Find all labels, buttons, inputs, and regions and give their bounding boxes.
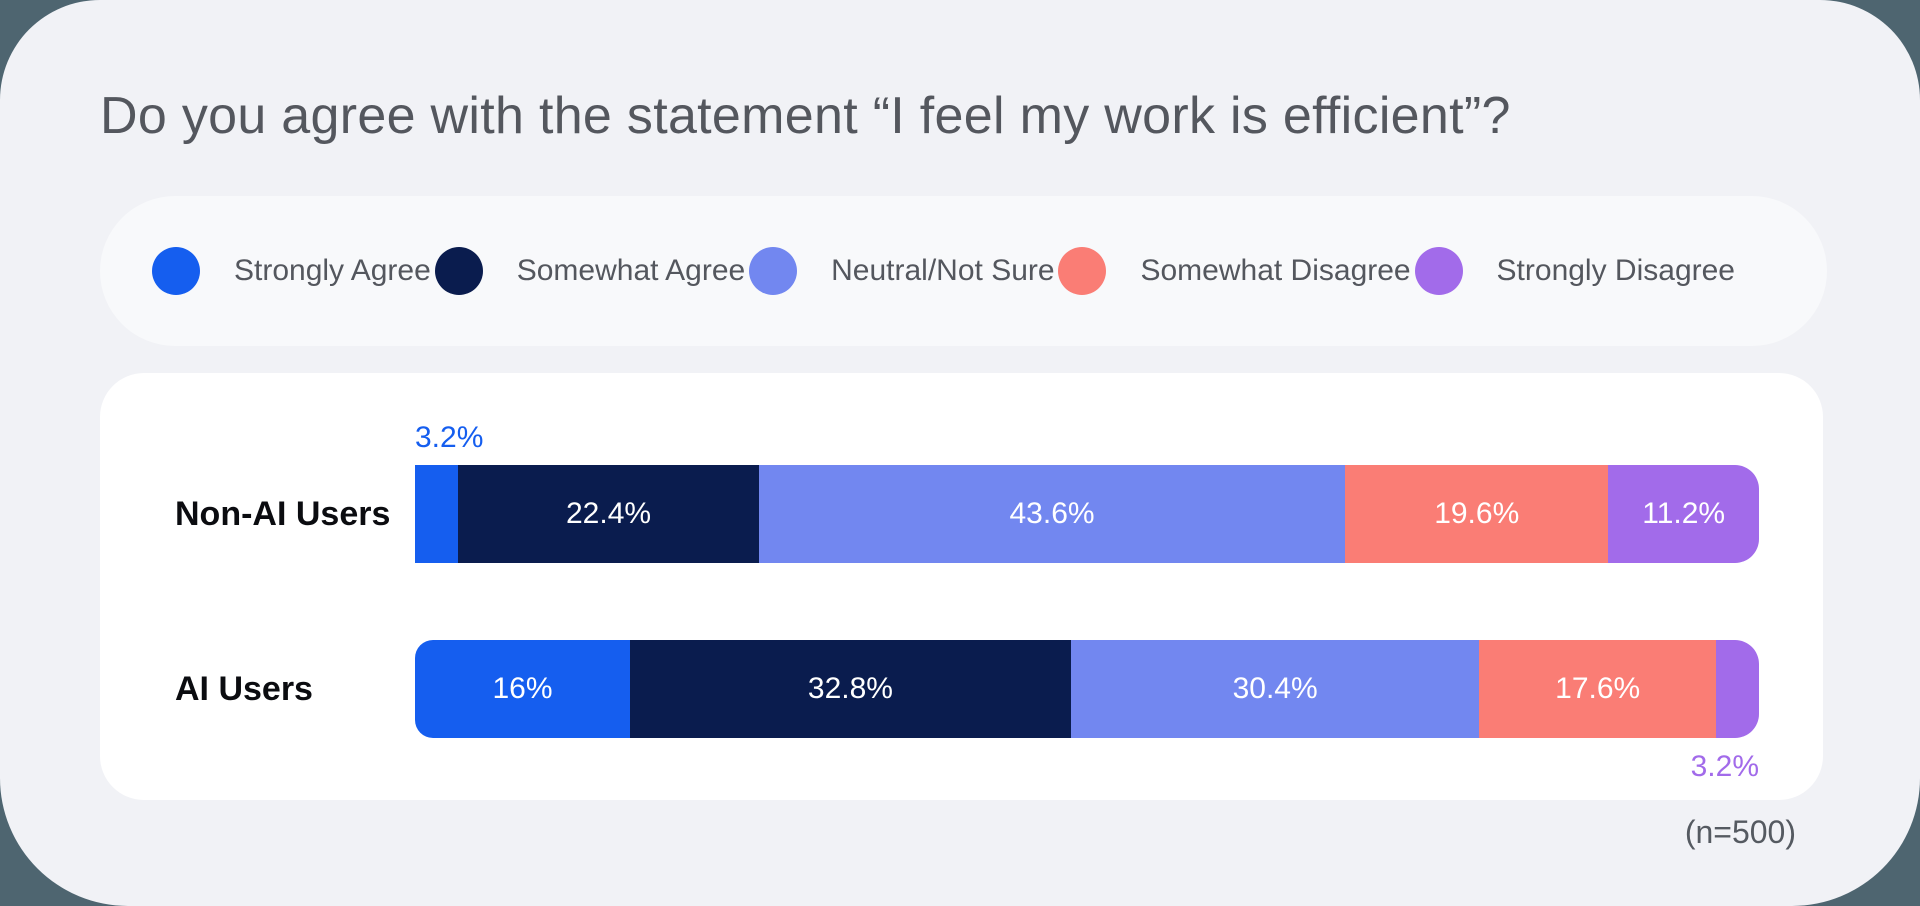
- bar-ai-users: 16% 32.8% 30.4% 17.6% 3.2%: [415, 640, 1759, 783]
- bar-segment-non-ai-users-somewhat-agree: 22.4%: [458, 465, 760, 563]
- bar-segment-ai-users-strongly-agree: 16%: [415, 640, 631, 738]
- legend-label: Somewhat Agree: [516, 254, 746, 287]
- chart-card: Non-AI Users 3.2% 22.4% 43.6% 19.6% 11.2% AI U…: [100, 373, 1823, 800]
- bar-segment-ai-users-somewhat-disagree: 17.6%: [1479, 640, 1716, 738]
- neutral-not-sure-swatch-icon: [749, 247, 798, 295]
- chart-title: Do you agree with the statement “I feel …: [100, 87, 1511, 145]
- bar-non-ai-users: 3.2% 22.4% 43.6% 19.6% 11.2%: [415, 421, 1759, 563]
- strongly-agree-swatch-icon: [152, 247, 200, 295]
- strongly-disagree-swatch-icon: [1414, 247, 1463, 295]
- bar-segment-ai-users-strongly-disagree: [1715, 640, 1759, 738]
- segment-value-label: 32.8%: [807, 672, 893, 705]
- legend-item-strongly-disagree: Strongly Disagree: [1414, 247, 1735, 295]
- segment-value-label: 22.4%: [565, 497, 652, 530]
- bar-row-ai-users: AI Users 16% 32.8% 30.4% 17.6% 3.2%: [100, 640, 1823, 783]
- segment-value-label: 19.6%: [1434, 497, 1520, 530]
- bar-segment-ai-users-neutral-not-sure: 30.4%: [1070, 640, 1480, 738]
- segment-value-label: 11.2%: [1642, 497, 1726, 530]
- segment-value-label: 16%: [492, 672, 553, 705]
- legend-item-somewhat-disagree: Somewhat Disagree: [1058, 247, 1411, 295]
- bar-segment-non-ai-users-strongly-agree: [415, 465, 458, 563]
- somewhat-agree-swatch-icon: [434, 247, 483, 295]
- legend-item-strongly-agree: Strongly Agree: [152, 247, 431, 295]
- outside-value-label-below: 3.2%: [1690, 750, 1759, 783]
- row-label-ai-users: AI Users: [175, 669, 313, 708]
- segment-value-label: 30.4%: [1232, 672, 1318, 705]
- bar-row-non-ai-users: Non-AI Users 3.2% 22.4% 43.6% 19.6% 11.2%: [100, 421, 1823, 563]
- somewhat-disagree-swatch-icon: [1058, 247, 1107, 295]
- legend-label: Somewhat Disagree: [1140, 254, 1411, 287]
- legend-item-neutral-not-sure: Neutral/Not Sure: [749, 247, 1055, 295]
- bar-segment-ai-users-somewhat-agree: 32.8%: [630, 640, 1071, 738]
- outside-value-label-above: 3.2%: [415, 421, 484, 454]
- bar-segment-non-ai-users-strongly-disagree: 11.2%: [1608, 465, 1759, 563]
- legend-label: Strongly Agree: [234, 254, 431, 287]
- legend-label: Neutral/Not Sure: [831, 254, 1055, 287]
- sample-size-note: (n=500): [1684, 814, 1796, 850]
- segment-value-label: 17.6%: [1555, 672, 1641, 705]
- legend-item-somewhat-agree: Somewhat Agree: [434, 247, 746, 295]
- row-label-non-ai-users: Non-AI Users: [175, 494, 391, 533]
- legend-label: Strongly Disagree: [1496, 254, 1735, 287]
- legend: Strongly Agree Somewhat Agree Neutral/Not …: [100, 196, 1827, 346]
- segment-value-label: 43.6%: [1009, 497, 1095, 530]
- bar-segment-non-ai-users-somewhat-disagree: 19.6%: [1345, 465, 1609, 563]
- bar-segment-non-ai-users-neutral-not-sure: 43.6%: [759, 465, 1346, 563]
